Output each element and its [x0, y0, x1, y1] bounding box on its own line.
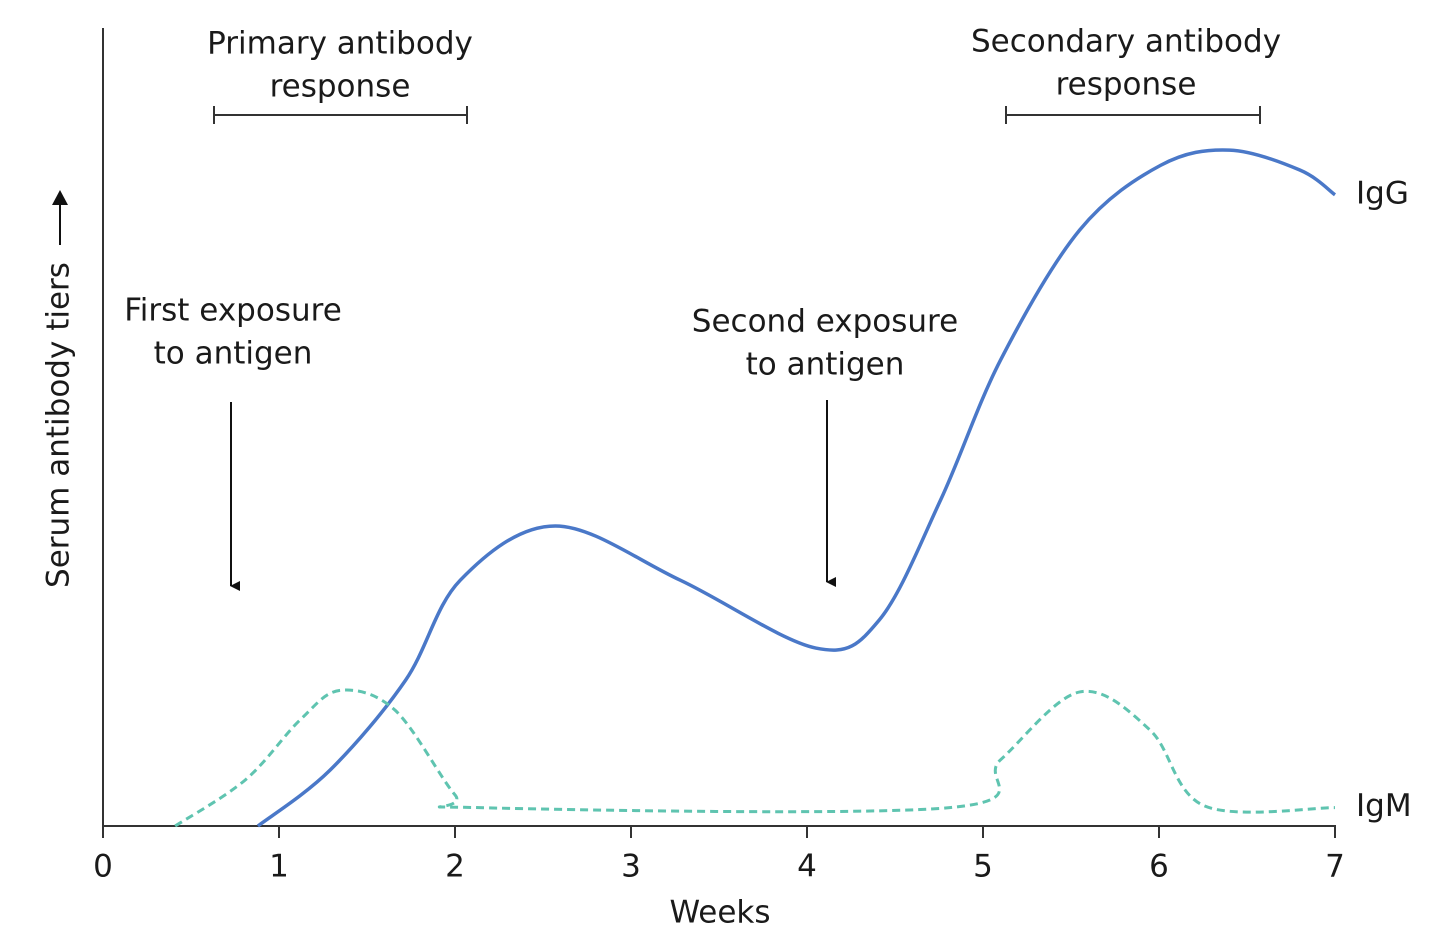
- x-tick-label: 7: [1325, 849, 1345, 885]
- x-tick-label: 1: [269, 849, 289, 885]
- annotation: response: [1056, 67, 1197, 103]
- x-tick-label: 0: [93, 849, 113, 885]
- bracket: [213, 106, 468, 124]
- annotation: to antigen: [746, 347, 905, 383]
- x-tick-label: 3: [621, 849, 641, 885]
- x-tick-label: 6: [1149, 849, 1169, 885]
- x-tick-label: 5: [973, 849, 993, 885]
- y-label-arrowhead: [52, 190, 68, 205]
- y-axis-label: Serum antibody tiers: [41, 262, 77, 588]
- annotation: First exposure: [124, 293, 342, 329]
- bracket: [1005, 106, 1261, 124]
- annotation: Secondary antibody: [971, 24, 1281, 60]
- series-label: IgM: [1356, 788, 1412, 824]
- annotation: Primary antibody: [207, 26, 473, 62]
- series-line: [174, 688, 1336, 828]
- x-tick-label: 4: [797, 849, 817, 885]
- series-label: IgG: [1356, 175, 1409, 211]
- annotation: to antigen: [154, 336, 313, 372]
- x-axis-label: Weeks: [669, 895, 770, 931]
- x-tick-label: 2: [445, 849, 465, 885]
- annotation: response: [270, 69, 411, 105]
- series-line: [256, 148, 1337, 828]
- annotation: Second exposure: [692, 304, 958, 340]
